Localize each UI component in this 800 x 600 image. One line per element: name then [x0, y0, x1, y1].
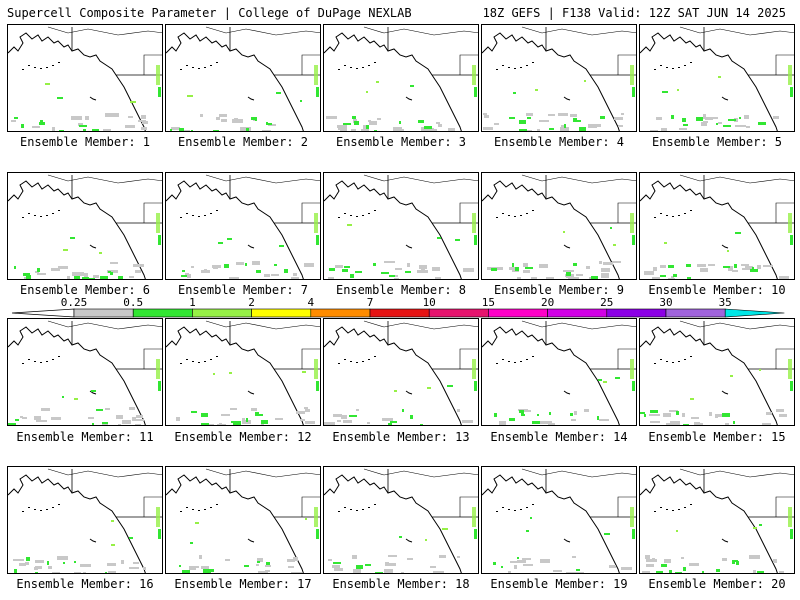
ensemble-member-label: Ensemble Member: 20 — [648, 577, 786, 591]
ensemble-member-map — [7, 466, 163, 574]
legend-color-bin — [606, 308, 667, 318]
legend-tick-label: 35 — [719, 296, 732, 309]
legend-color-bin — [192, 308, 252, 318]
map-canvas — [482, 468, 636, 573]
ensemble-member-label: Ensemble Member: 14 — [490, 430, 628, 444]
map-canvas — [640, 468, 794, 573]
legend-color-bin — [547, 308, 608, 318]
map-canvas — [166, 26, 320, 131]
map-title: Supercell Composite Parameter | College … — [7, 6, 412, 20]
ensemble-member-label: Ensemble Member: 16 — [16, 577, 154, 591]
forecast-valid-time: 18Z GEFS | F138 Valid: 12Z SAT JUN 14 20… — [482, 6, 786, 20]
legend-tick-label: 20 — [541, 296, 554, 309]
ensemble-member-label: Ensemble Member: 19 — [490, 577, 628, 591]
ensemble-member-map — [481, 466, 637, 574]
map-canvas — [8, 174, 162, 279]
map-canvas — [8, 468, 162, 573]
map-canvas — [640, 26, 794, 131]
ensemble-member-label: Ensemble Member: 6 — [19, 283, 151, 297]
ensemble-member-label: Ensemble Member: 17 — [174, 577, 312, 591]
ensemble-member-map — [165, 466, 321, 574]
legend-color-bin — [310, 308, 371, 318]
legend-tick-label: 0.25 — [61, 296, 88, 309]
legend-color-bin — [369, 308, 430, 318]
ensemble-member-map — [639, 466, 795, 574]
legend-color-bin — [132, 308, 193, 318]
legend-color-bin — [724, 308, 785, 318]
map-canvas — [324, 320, 478, 425]
ensemble-member-label: Ensemble Member: 11 — [16, 430, 154, 444]
ensemble-member-map — [323, 24, 479, 132]
ensemble-member-label: Ensemble Member: 9 — [493, 283, 625, 297]
ensemble-member-label: Ensemble Member: 18 — [332, 577, 470, 591]
ensemble-member-label: Ensemble Member: 10 — [648, 283, 786, 297]
map-canvas — [640, 174, 794, 279]
ensemble-member-label: Ensemble Member: 1 — [19, 135, 151, 149]
map-canvas — [8, 26, 162, 131]
legend-tick-label: 30 — [659, 296, 672, 309]
legend-tick-label: 25 — [600, 296, 613, 309]
legend-tick-label: 10 — [423, 296, 436, 309]
map-canvas — [482, 320, 636, 425]
map-canvas — [482, 26, 636, 131]
ensemble-member-label: Ensemble Member: 8 — [335, 283, 467, 297]
legend-tick-label: 1 — [189, 296, 196, 309]
legend-color-bin — [73, 308, 134, 318]
ensemble-member-map — [165, 24, 321, 132]
legend-tick-label: 7 — [367, 296, 374, 309]
ensemble-member-map — [7, 318, 163, 426]
ensemble-member-label: Ensemble Member: 3 — [335, 135, 467, 149]
map-canvas — [166, 174, 320, 279]
map-canvas — [324, 468, 478, 573]
legend-color-bin — [251, 308, 312, 318]
ensemble-member-map — [165, 172, 321, 280]
ensemble-member-map — [323, 172, 479, 280]
legend-tick-label: 0.5 — [123, 296, 143, 309]
color-scale-legend: 0.25 0.5 1 2 4 7 10 15 20 25 30 35 — [11, 296, 785, 318]
ensemble-member-map — [639, 318, 795, 426]
ensemble-member-map — [481, 24, 637, 132]
map-canvas — [8, 320, 162, 425]
map-canvas — [324, 174, 478, 279]
ensemble-member-map — [323, 466, 479, 574]
map-canvas — [166, 320, 320, 425]
map-canvas — [324, 26, 478, 131]
legend-tick-label: 2 — [248, 296, 255, 309]
ensemble-member-map — [323, 318, 479, 426]
ensemble-member-map — [7, 172, 163, 280]
ensemble-member-label: Ensemble Member: 15 — [648, 430, 786, 444]
legend-tick-label: 15 — [482, 296, 495, 309]
ensemble-member-label: Ensemble Member: 5 — [651, 135, 783, 149]
ensemble-member-map — [639, 24, 795, 132]
ensemble-member-map — [165, 318, 321, 426]
ensemble-member-label: Ensemble Member: 7 — [177, 283, 309, 297]
ensemble-member-map — [639, 172, 795, 280]
legend-color-bin — [488, 308, 548, 318]
legend-color-bin — [428, 308, 489, 318]
ensemble-member-label: Ensemble Member: 2 — [177, 135, 309, 149]
map-canvas — [482, 174, 636, 279]
legend-color-bin — [665, 308, 726, 318]
ensemble-member-label: Ensemble Member: 12 — [174, 430, 312, 444]
map-canvas — [640, 320, 794, 425]
ensemble-member-label: Ensemble Member: 4 — [493, 135, 625, 149]
legend-tick-label: 4 — [307, 296, 314, 309]
map-canvas — [166, 468, 320, 573]
ensemble-member-map — [481, 318, 637, 426]
ensemble-member-map — [7, 24, 163, 132]
ensemble-member-label: Ensemble Member: 13 — [332, 430, 470, 444]
ensemble-member-map — [481, 172, 637, 280]
